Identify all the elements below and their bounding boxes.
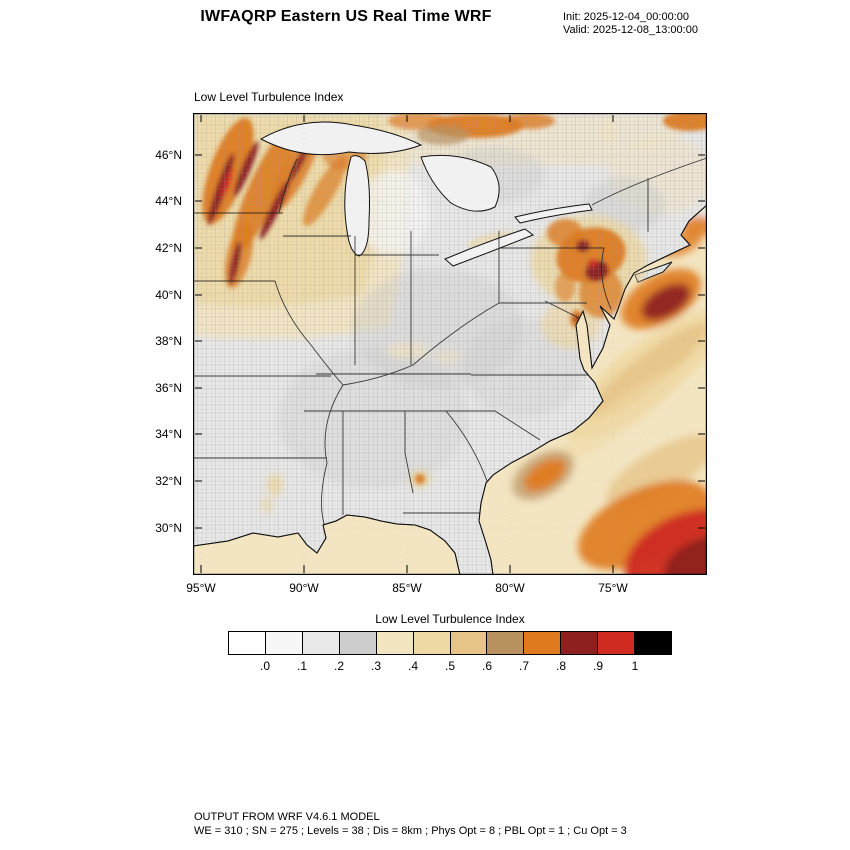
colorbar-cell xyxy=(560,631,599,655)
init-time-label: Init: 2025-12-04_00:00:00 xyxy=(563,11,689,23)
y-axis-label: 34°N xyxy=(155,427,182,441)
x-axis-label: 85°W xyxy=(392,581,422,595)
lake-michigan xyxy=(344,155,370,257)
footer-model-line: OUTPUT FROM WRF V4.6.1 MODEL xyxy=(194,811,380,823)
y-axis-label: 38°N xyxy=(155,334,182,348)
colorbar-cell xyxy=(486,631,525,655)
colorbar-tick-label: .7 xyxy=(518,659,529,673)
colorbar-cell xyxy=(597,631,636,655)
colorbar-cell xyxy=(412,631,451,655)
state-borders xyxy=(193,157,707,528)
colorbar-cell xyxy=(634,631,673,655)
footer-config-line: WE = 310 ; SN = 275 ; Levels = 38 ; Dis … xyxy=(194,825,627,837)
valid-time-label: Valid: 2025-12-08_13:00:00 xyxy=(563,24,698,36)
coastline-outline xyxy=(193,204,707,575)
colorbar-cell xyxy=(375,631,414,655)
lake-erie xyxy=(444,228,535,267)
x-axis-labels: 95°W 90°W 85°W 80°W 75°W xyxy=(186,581,707,597)
map-frame xyxy=(192,112,708,576)
y-axis-label: 42°N xyxy=(155,241,182,255)
y-axis-label: 30°N xyxy=(155,521,182,535)
graticule xyxy=(193,113,707,575)
colorbar-tick-label: .3 xyxy=(370,659,381,673)
lake-superior xyxy=(259,121,423,156)
y-axis-label: 44°N xyxy=(155,194,182,208)
map-plot xyxy=(192,112,708,576)
page-title: IWFAQRP Eastern US Real Time WRF xyxy=(200,8,492,25)
colorbar-tick-label: .6 xyxy=(481,659,492,673)
x-axis-label: 95°W xyxy=(186,581,216,595)
colorbar-tick-label: .1 xyxy=(296,659,307,673)
field-label: Low Level Turbulence Index xyxy=(194,90,344,104)
y-axis-label: 32°N xyxy=(155,474,182,488)
colorbar-tick-label: .9 xyxy=(592,659,603,673)
great-lakes xyxy=(259,121,593,267)
colorbar-title: Low Level Turbulence Index xyxy=(375,612,525,626)
y-axis-labels: 46°N 44°N 42°N 40°N 38°N 36°N 34°N 32°N 30°N xyxy=(132,113,188,575)
colorbar-cell xyxy=(449,631,488,655)
colorbar-tick-labels: .0 .1 .2 .3 .4 .5 .6 .7 .8 .9 1 xyxy=(228,659,672,675)
colorbar-tick-label: .4 xyxy=(407,659,418,673)
lake-huron xyxy=(420,154,500,212)
axis-ticks xyxy=(195,115,705,573)
y-axis-label: 40°N xyxy=(155,288,182,302)
colorbar-tick-label: 1 xyxy=(631,659,639,673)
colorbar-cell xyxy=(228,631,266,655)
x-axis-label: 75°W xyxy=(598,581,628,595)
colorbar-cell xyxy=(264,631,303,655)
colorbar-tick-label: .2 xyxy=(333,659,344,673)
lake-ontario xyxy=(514,203,593,224)
colorbar-cell xyxy=(523,631,562,655)
y-axis-label: 46°N xyxy=(155,148,182,162)
run-info: Init: 2025-12-04_00:00:00 Valid: 2025-12… xyxy=(563,11,698,37)
colorbar-cell xyxy=(301,631,340,655)
x-axis-label: 90°W xyxy=(289,581,319,595)
colorbar-tick-label: .8 xyxy=(555,659,566,673)
y-axis-label: 36°N xyxy=(155,381,182,395)
map-svg xyxy=(192,112,708,576)
colorbar xyxy=(228,631,673,655)
footer: OUTPUT FROM WRF V4.6.1 MODEL WE = 310 ; … xyxy=(194,810,627,838)
colorbar-cell xyxy=(338,631,377,655)
colorbar-tick-label: .5 xyxy=(444,659,455,673)
colorbar-tick-label: .0 xyxy=(259,659,270,673)
x-axis-label: 80°W xyxy=(495,581,525,595)
